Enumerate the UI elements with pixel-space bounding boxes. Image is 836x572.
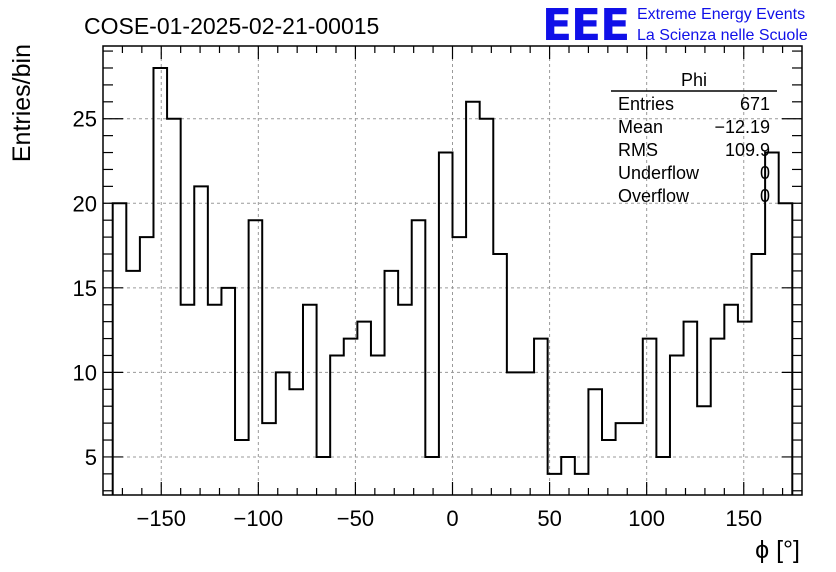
stats-value-4: 0 — [760, 186, 770, 206]
axis-ticks — [103, 46, 802, 495]
stats-label-0: Entries — [618, 94, 674, 114]
x-tick-label-5: 100 — [628, 506, 665, 531]
stats-label-3: Underflow — [618, 163, 700, 183]
x-tick-labels: −150 −100 −50 0 50 100 150 — [136, 506, 762, 531]
x-tick-label-2: −50 — [337, 506, 374, 531]
chart-title: COSE-01-2025-02-21-00015 — [84, 13, 379, 39]
stats-label-4: Overflow — [618, 186, 690, 206]
stats-box: Phi Entries 671 Mean −12.19 RMS 109.9 Underflo… — [611, 70, 777, 206]
x-tick-label-6: 150 — [725, 506, 762, 531]
grid-lines — [103, 46, 802, 495]
stats-rows: Entries 671 Mean −12.19 RMS 109.9 Underflow 0 Ov… — [618, 94, 770, 206]
y-axis-title: Entries/bin — [8, 44, 36, 162]
logo-line-2: La Scienza nelle Scuole — [637, 27, 808, 44]
logo-line-1: Extreme Energy Events — [637, 6, 805, 23]
stats-value-3: 0 — [760, 163, 770, 183]
x-tick-label-0: −150 — [136, 506, 186, 531]
x-tick-label-1: −100 — [234, 506, 284, 531]
y-tick-labels: 5 10 15 20 25 — [73, 107, 97, 470]
histogram-outline — [111, 66, 794, 495]
x-tick-label-4: 50 — [537, 506, 561, 531]
y-tick-label-1: 10 — [73, 360, 97, 385]
stats-label-2: RMS — [618, 140, 658, 160]
stats-title: Phi — [681, 70, 707, 90]
y-tick-label-0: 5 — [85, 445, 97, 470]
stats-value-2: 109.9 — [725, 140, 770, 160]
stats-value-1: −12.19 — [714, 117, 770, 137]
stats-label-1: Mean — [618, 117, 663, 137]
stats-value-0: 671 — [740, 94, 770, 114]
y-tick-label-3: 20 — [73, 191, 97, 216]
eee-logo: EEE — [542, 0, 629, 51]
y-tick-label-2: 15 — [73, 276, 97, 301]
x-axis-title: ϕ [°] — [755, 536, 800, 564]
x-tick-label-3: 0 — [446, 506, 458, 531]
y-tick-label-4: 25 — [73, 107, 97, 132]
